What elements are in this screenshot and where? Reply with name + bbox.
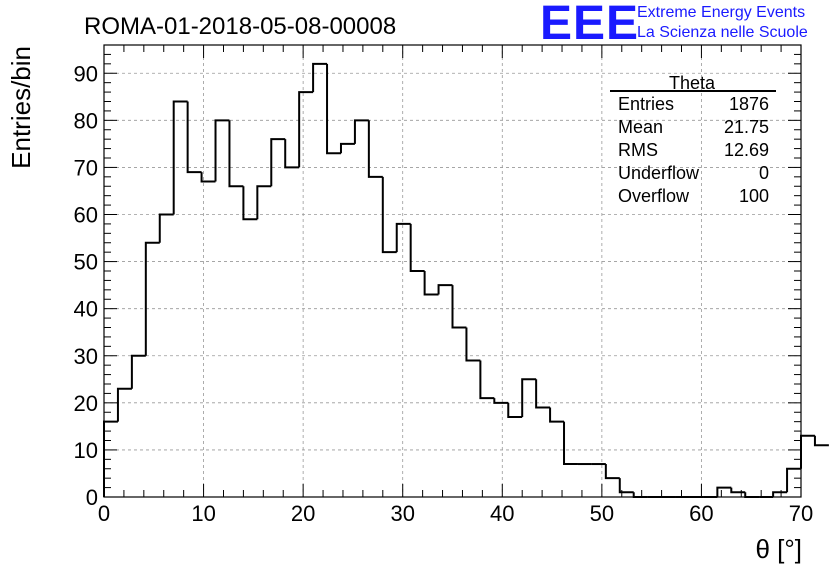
histogram-bin [744, 492, 760, 498]
histogram-bin [270, 138, 286, 187]
stats-box: Theta Entries 1876 Mean 21.75 RMS 12.69 Underf… [610, 73, 776, 206]
histogram-bin [521, 378, 537, 417]
histogram-bin [409, 223, 425, 272]
histogram-bin [130, 354, 146, 389]
histogram-bin [772, 491, 788, 497]
histogram-bin [800, 434, 815, 469]
stats-row-label: RMS [618, 140, 658, 160]
y-axis-label: Entries/bin [6, 46, 36, 169]
histogram-bin [535, 379, 551, 409]
logo-line-2: La Scienza nelle Scuole [637, 24, 808, 41]
histogram-bin [730, 487, 746, 494]
histogram-bin [228, 120, 244, 188]
x-tick-label: 60 [689, 501, 713, 526]
histogram-bin [813, 435, 829, 447]
stats-row-value: 21.75 [724, 117, 769, 137]
histogram-bin [507, 402, 523, 418]
histogram-bin [214, 119, 230, 182]
histogram-bin [423, 271, 439, 296]
axis-ticks [103, 44, 802, 498]
histogram-bin [465, 327, 481, 362]
stats-row-label: Underflow [618, 163, 700, 183]
histogram-bin [632, 492, 648, 498]
grid-lines [104, 45, 801, 497]
histogram-bin [716, 486, 732, 497]
stats-row-label: Overflow [618, 186, 690, 206]
histogram-bin [339, 142, 355, 154]
y-tick-label: 0 [86, 485, 98, 510]
histogram-bin [451, 285, 467, 329]
y-tick-label: 40 [74, 297, 98, 322]
histogram-bin [144, 241, 160, 356]
histogram-bin [200, 172, 216, 183]
histogram-bin [326, 63, 341, 155]
y-tick-label: 30 [74, 344, 98, 369]
eee-logo-mark: EEE [540, 0, 640, 50]
y-tick-label: 90 [74, 61, 98, 86]
y-tick-label: 20 [74, 391, 98, 416]
histogram-bin [786, 467, 801, 493]
stats-row-value: 12.69 [724, 140, 769, 160]
histogram-bin [186, 101, 202, 174]
x-tick-label: 20 [291, 501, 315, 526]
logo-line-1: Extreme Energy Events [637, 4, 806, 21]
x-tick-label: 30 [390, 501, 414, 526]
histogram-bin [312, 62, 328, 93]
histogram-bins [103, 62, 829, 498]
x-tick-label: 0 [98, 501, 110, 526]
x-tick-label: 50 [590, 501, 614, 526]
stats-row-label: Entries [618, 94, 674, 114]
histogram-bin [172, 100, 188, 215]
stats-row-value: 0 [759, 163, 769, 183]
y-tick-label: 10 [74, 438, 98, 463]
histogram-bin [381, 176, 397, 254]
histogram-bin [158, 213, 174, 243]
stats-row-value: 1876 [729, 94, 769, 114]
histogram-bin [479, 360, 495, 400]
eee-logo: EEE [540, 0, 639, 51]
histogram-bin [549, 407, 565, 423]
y-tick-label: 70 [74, 155, 98, 180]
histogram-bin [242, 186, 258, 221]
stats-row-value: 100 [739, 186, 769, 206]
histogram-bin [395, 222, 411, 253]
y-tick-label: 80 [74, 108, 98, 133]
stats-row-label: Mean [618, 117, 663, 137]
x-tick-label: 10 [191, 501, 215, 526]
stats-box-title: Theta [669, 73, 716, 93]
y-tick-label: 50 [74, 250, 98, 275]
histogram-bin [604, 464, 620, 480]
histogram-bin [116, 387, 132, 422]
plot-frame [103, 44, 802, 498]
histogram-bin [493, 398, 509, 404]
histogram-bin [298, 91, 314, 168]
y-tick-labels: 0 10 20 30 40 50 60 70 80 90 [74, 61, 98, 510]
x-tick-label: 40 [490, 501, 514, 526]
y-tick-label: 60 [74, 203, 98, 228]
x-tick-labels: 0 10 20 30 40 50 60 70 [98, 501, 813, 526]
histogram-bin [563, 421, 578, 466]
chart-title: ROMA-01-2018-05-08-00008 [84, 13, 396, 40]
histogram-bin [256, 185, 272, 220]
histogram-bin [367, 120, 383, 178]
histogram-bin [618, 478, 634, 494]
x-tick-label: 70 [789, 501, 813, 526]
histogram-bin [284, 139, 300, 169]
histogram-bin [437, 284, 453, 295]
histogram-bin [353, 119, 369, 144]
x-axis-label: θ [°] [755, 534, 802, 564]
